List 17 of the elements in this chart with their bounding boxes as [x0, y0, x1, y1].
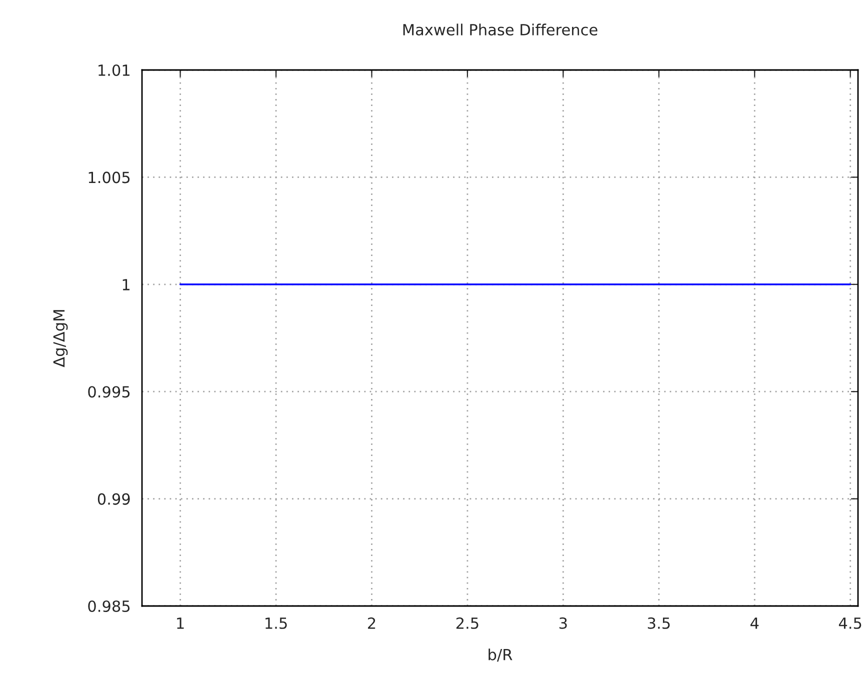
x-axis-title: b/R [488, 648, 512, 662]
y-tick-label: 1.01 [98, 64, 130, 76]
y-tick-label: 1.005 [88, 172, 130, 184]
y-tick-label: 1 [122, 279, 130, 290]
y-tick-label: 0.985 [88, 600, 130, 612]
x-tick-label: 3 [559, 617, 567, 629]
x-tick-label: 4 [750, 618, 759, 629]
x-tick-label: 4.5 [838, 618, 862, 629]
chart-title: Maxwell Phase Difference [403, 24, 598, 36]
x-tick-label: 1 [177, 618, 184, 629]
y-axis-title: Δg/ΔgM [53, 310, 68, 368]
y-tick-label: 0.99 [98, 493, 130, 505]
x-tick-label: 1.5 [266, 618, 287, 629]
x-tick-label: 3.5 [648, 617, 670, 629]
y-tick-label: 0.995 [88, 386, 130, 398]
x-tick-label: 2.5 [456, 617, 478, 629]
x-tick-label: 2 [368, 617, 376, 629]
